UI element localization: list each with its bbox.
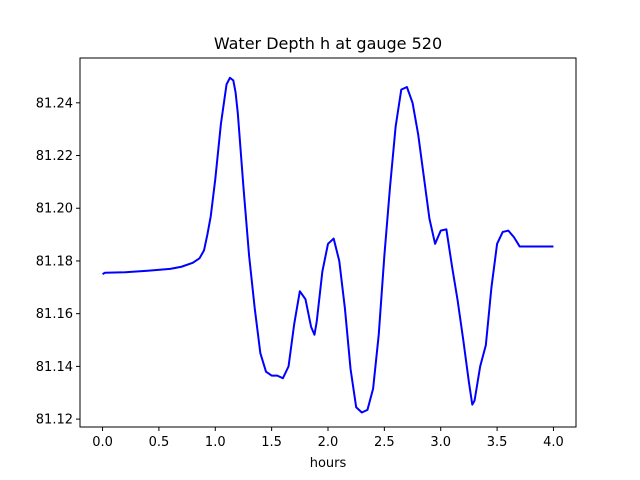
y-tick-label: 81.20: [36, 202, 73, 217]
y-tick-label: 81.12: [36, 413, 73, 428]
x-tick-label: 0.5: [149, 435, 170, 450]
y-tick-label: 81.24: [36, 96, 73, 111]
y-tick-label: 81.16: [36, 307, 73, 322]
y-axis: 81.12 81.14 81.16 81.18 81.20 81.22 81.24: [36, 96, 80, 428]
x-tick-label: 1.5: [261, 435, 282, 450]
x-tick-label: 2.5: [374, 435, 395, 450]
y-tick-label: 81.18: [36, 254, 73, 269]
x-tick-label: 1.0: [205, 435, 226, 450]
x-tick-label: 3.5: [487, 435, 508, 450]
plot-area: [79, 57, 577, 428]
x-tick-label: 4.0: [543, 435, 564, 450]
y-tick-label: 81.22: [36, 149, 73, 164]
x-tick-label: 0.0: [92, 435, 113, 450]
series-line-0: [102, 76, 554, 414]
x-axis: 0.0 0.5 1.0 1.5 2.0 2.5 3.0 3.5 4.0: [92, 427, 564, 450]
x-tick-label: 3.0: [430, 435, 451, 450]
y-tick-label: 81.14: [36, 360, 73, 375]
chart-title: Water Depth h at gauge 520: [214, 34, 442, 53]
x-tick-label: 2.0: [318, 435, 339, 450]
x-axis-label: hours: [310, 456, 347, 471]
